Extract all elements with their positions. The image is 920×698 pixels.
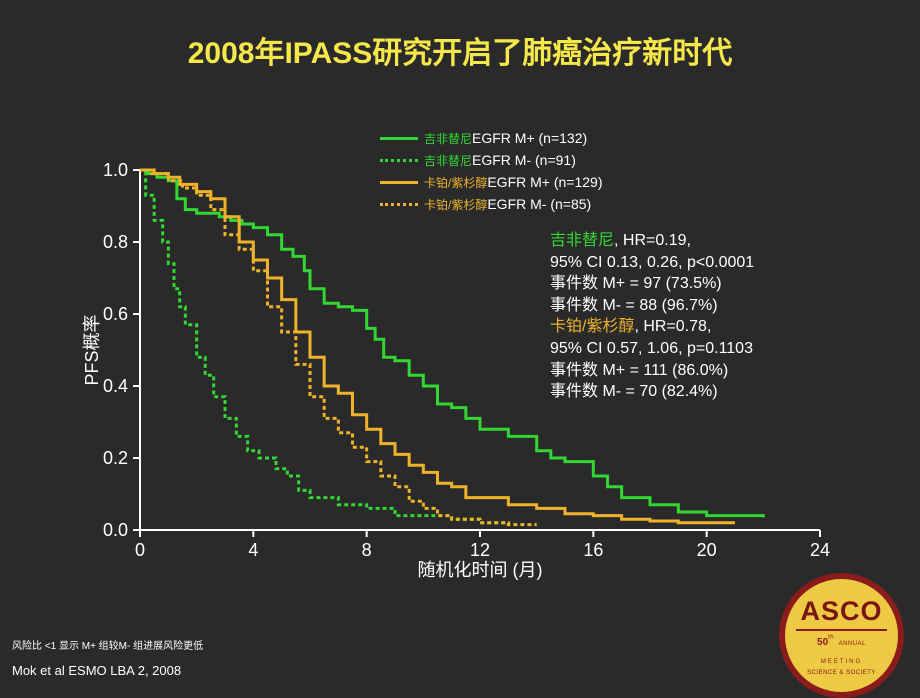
svg-text:12: 12	[470, 540, 490, 560]
svg-text:0.4: 0.4	[103, 376, 128, 396]
logo-line1: 50	[817, 637, 828, 648]
svg-text:0.2: 0.2	[103, 448, 128, 468]
svg-text:0: 0	[135, 540, 145, 560]
svg-text:随机化时间 (月): 随机化时间 (月)	[418, 560, 543, 580]
stats-line: , HR=0.78,	[634, 318, 711, 335]
slide-title: 2008年IPASS研究开启了肺癌治疗新时代	[0, 0, 920, 72]
logo-bottom: SCIENCE & SOCIETY	[807, 670, 876, 676]
legend-row: 吉非替尼EGFR M+ (n=132)	[380, 128, 603, 149]
svg-text:4: 4	[248, 540, 258, 560]
svg-text:0.6: 0.6	[103, 304, 128, 324]
stats-group: 卡铂/紫杉醇, HR=0.78, 95% CI 0.57, 1.06, p=0.1…	[550, 316, 754, 402]
logo-line1-suffix: th	[828, 634, 834, 640]
logo-main: ASCO	[800, 596, 882, 627]
svg-text:0.8: 0.8	[103, 232, 128, 252]
asco-logo: ASCO 50th ANNUAL MEETING SCIENCE & SOCIE…	[779, 573, 904, 698]
stats-line: 95% CI 0.57, 1.06, p=0.1103	[550, 338, 754, 360]
logo-divider: 50th ANNUAL MEETING	[796, 629, 886, 668]
svg-text:16: 16	[583, 540, 603, 560]
svg-text:20: 20	[697, 540, 717, 560]
stats-drug-name: 吉非替尼	[550, 232, 614, 249]
svg-text:8: 8	[362, 540, 372, 560]
legend-label: 吉非替尼EGFR M+ (n=132)	[424, 128, 587, 149]
stats-line: 事件数 M+ = 97 (73.5%)	[550, 273, 754, 295]
stats-group: 吉非替尼, HR=0.19, 95% CI 0.13, 0.26, p<0.000…	[550, 230, 754, 316]
logo-line3: MEETING	[821, 659, 862, 665]
stats-line: 事件数 M- = 70 (82.4%)	[550, 381, 754, 403]
stats-block: 吉非替尼, HR=0.19, 95% CI 0.13, 0.26, p<0.000…	[550, 230, 754, 403]
legend-line-icon	[380, 137, 418, 140]
stats-line: 事件数 M+ = 111 (86.0%)	[550, 360, 754, 382]
svg-text:24: 24	[810, 540, 830, 560]
citation-text: Mok et al ESMO LBA 2, 2008	[12, 663, 181, 678]
stats-line: 95% CI 0.13, 0.26, p<0.0001	[550, 252, 754, 274]
logo-line2: ANNUAL	[839, 641, 866, 647]
stats-line: , HR=0.19,	[614, 232, 691, 249]
svg-text:0.0: 0.0	[103, 520, 128, 540]
stats-drug-name: 卡铂/紫杉醇	[550, 318, 634, 335]
stats-line: 事件数 M- = 88 (96.7%)	[550, 295, 754, 317]
footnote-text: 风险比 <1 显示 M+ 组较M- 组进展风险更低	[12, 637, 203, 652]
svg-text:1.0: 1.0	[103, 160, 128, 180]
title-text: 2008年IPASS研究开启了肺癌治疗新时代	[188, 37, 733, 70]
svg-text:PFS概率: PFS概率	[82, 314, 102, 385]
